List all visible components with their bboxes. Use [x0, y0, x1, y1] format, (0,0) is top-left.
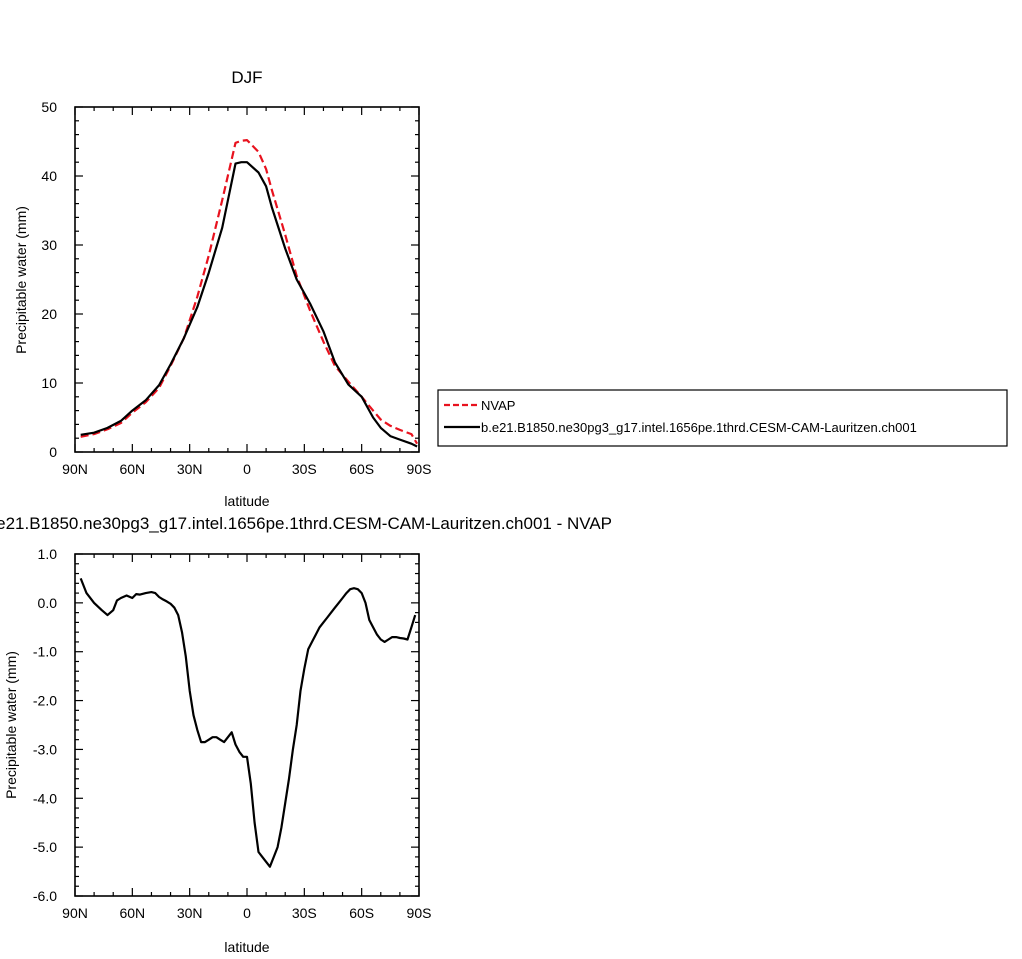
- y-tick-label: -6.0: [33, 888, 57, 904]
- legend-box: [437, 389, 1008, 447]
- x-tick-label: 60N: [119, 461, 145, 477]
- y-tick-label: 30: [41, 237, 57, 253]
- x-tick-label: 60N: [119, 905, 145, 921]
- bottom-plot-series-line-0: [79, 577, 417, 868]
- top-plot-frame: [74, 106, 420, 453]
- y-tick-label: 40: [41, 168, 57, 184]
- legend-label-model: b.e21.B1850.ne30pg3_g17.intel.1656pe.1th…: [481, 420, 917, 435]
- y-tick-label: 50: [41, 99, 57, 115]
- x-tick-label: 30N: [177, 461, 203, 477]
- x-tick-label: 90N: [62, 905, 88, 921]
- x-tick-label: 0: [243, 461, 251, 477]
- top-plot-series: [80, 139, 419, 448]
- x-tick-label: 30N: [177, 905, 203, 921]
- y-tick-label: -4.0: [33, 790, 57, 806]
- y-tick-label: 10: [41, 375, 57, 391]
- legend-label-nvap: NVAP: [481, 398, 515, 413]
- top-plot-tick-labels: 90N 60N 30N 0 30S 60S 90S 0 10 20 30 40 50: [41, 99, 431, 477]
- x-tick-label: 90S: [407, 461, 432, 477]
- bottom-plot-series: [79, 577, 417, 868]
- top-plot-ticks: [74, 106, 420, 453]
- y-tick-label: -2.0: [33, 693, 57, 709]
- top-plot-series-line-0: [80, 139, 419, 445]
- x-tick-label: 30S: [292, 905, 317, 921]
- x-tick-label: 0: [243, 905, 251, 921]
- y-tick-label: -1.0: [33, 644, 57, 660]
- bottom-plot-ylabel: Precipitable water (mm): [3, 651, 19, 799]
- x-tick-label: 90N: [62, 461, 88, 477]
- bottom-plot-xlabel: latitude: [224, 939, 269, 955]
- top-plot-xlabel: latitude: [224, 493, 269, 509]
- bottom-plot: b.e21.B1850.ne30pg3_g17.intel.1656pe.1th…: [0, 514, 612, 955]
- bottom-plot-title: b.e21.B1850.ne30pg3_g17.intel.1656pe.1th…: [0, 514, 612, 533]
- top-plot-ylabel: Precipitable water (mm): [13, 206, 29, 354]
- y-tick-label: 0.0: [38, 595, 58, 611]
- y-tick-label: 0: [49, 444, 57, 460]
- x-tick-label: 60S: [349, 905, 374, 921]
- legend: NVAP b.e21.B1850.ne30pg3_g17.intel.1656p…: [437, 389, 1008, 447]
- y-tick-label: -3.0: [33, 741, 57, 757]
- top-plot-series-line-1: [80, 161, 418, 448]
- y-tick-label: -5.0: [33, 839, 57, 855]
- x-tick-label: 60S: [349, 461, 374, 477]
- y-tick-label: 20: [41, 306, 57, 322]
- bottom-plot-ticks: [74, 553, 420, 897]
- x-tick-label: 90S: [407, 905, 432, 921]
- top-plot-title: DJF: [231, 68, 262, 87]
- bottom-plot-tick-labels: 90N 60N 30N 0 30S 60S 90S 1.0 0.0 -1.0 -2.0 -3.0 -4.…: [33, 546, 432, 921]
- x-tick-label: 30S: [292, 461, 317, 477]
- top-plot: DJF Precipitable water (mm) latitude 90N…: [13, 68, 431, 509]
- y-tick-label: 1.0: [38, 546, 58, 562]
- bottom-plot-frame: [74, 553, 420, 897]
